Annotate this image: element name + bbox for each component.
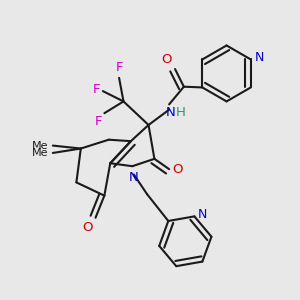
Text: N: N (255, 52, 264, 64)
Text: F: F (93, 83, 100, 96)
Text: H: H (176, 106, 185, 119)
Text: N: N (198, 208, 207, 221)
Text: O: O (83, 221, 93, 234)
Text: F: F (115, 61, 123, 74)
Text: O: O (162, 53, 172, 66)
Text: N: N (166, 106, 176, 119)
Text: Me: Me (32, 141, 48, 151)
Text: N: N (129, 171, 139, 184)
Text: F: F (94, 115, 102, 128)
Text: Me: Me (32, 148, 48, 158)
Text: O: O (173, 163, 183, 176)
